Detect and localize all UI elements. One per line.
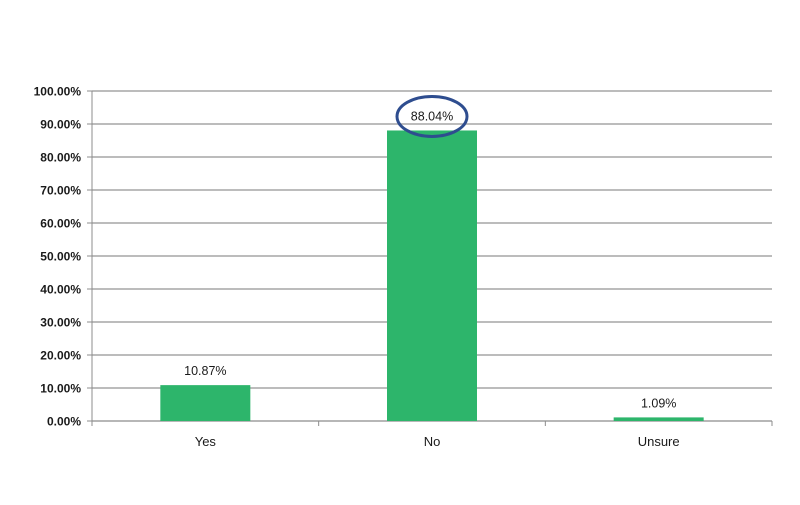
bar-unsure bbox=[613, 417, 704, 421]
highlight-circle bbox=[395, 94, 469, 138]
y-tick-label: 10.00% bbox=[40, 382, 81, 396]
y-tick-label: 20.00% bbox=[40, 349, 81, 363]
y-tick-label: 30.00% bbox=[40, 316, 81, 330]
labels: 0.00% 10.00% 20.00% 30.00% 40.00% 50.00% 60.00… bbox=[34, 85, 680, 450]
bar-yes bbox=[160, 385, 251, 421]
data-label: 1.09% bbox=[641, 396, 676, 410]
y-tick-label: 70.00% bbox=[40, 184, 81, 198]
x-category-label: Yes bbox=[195, 434, 217, 449]
y-tick-label: 60.00% bbox=[40, 217, 81, 231]
x-category-label: No bbox=[424, 434, 441, 449]
y-tick-label: 100.00% bbox=[34, 85, 82, 99]
x-category-label: Unsure bbox=[638, 434, 680, 449]
y-tick-label: 90.00% bbox=[40, 118, 81, 132]
data-label: 10.87% bbox=[184, 364, 226, 378]
y-tick-label: 50.00% bbox=[40, 250, 81, 264]
bars bbox=[160, 130, 704, 421]
y-tick-label: 40.00% bbox=[40, 283, 81, 297]
data-label: 88.04% bbox=[411, 109, 453, 123]
y-tick-label: 0.00% bbox=[47, 415, 81, 429]
bar-no bbox=[387, 130, 477, 421]
y-tick-label: 80.00% bbox=[40, 151, 81, 165]
